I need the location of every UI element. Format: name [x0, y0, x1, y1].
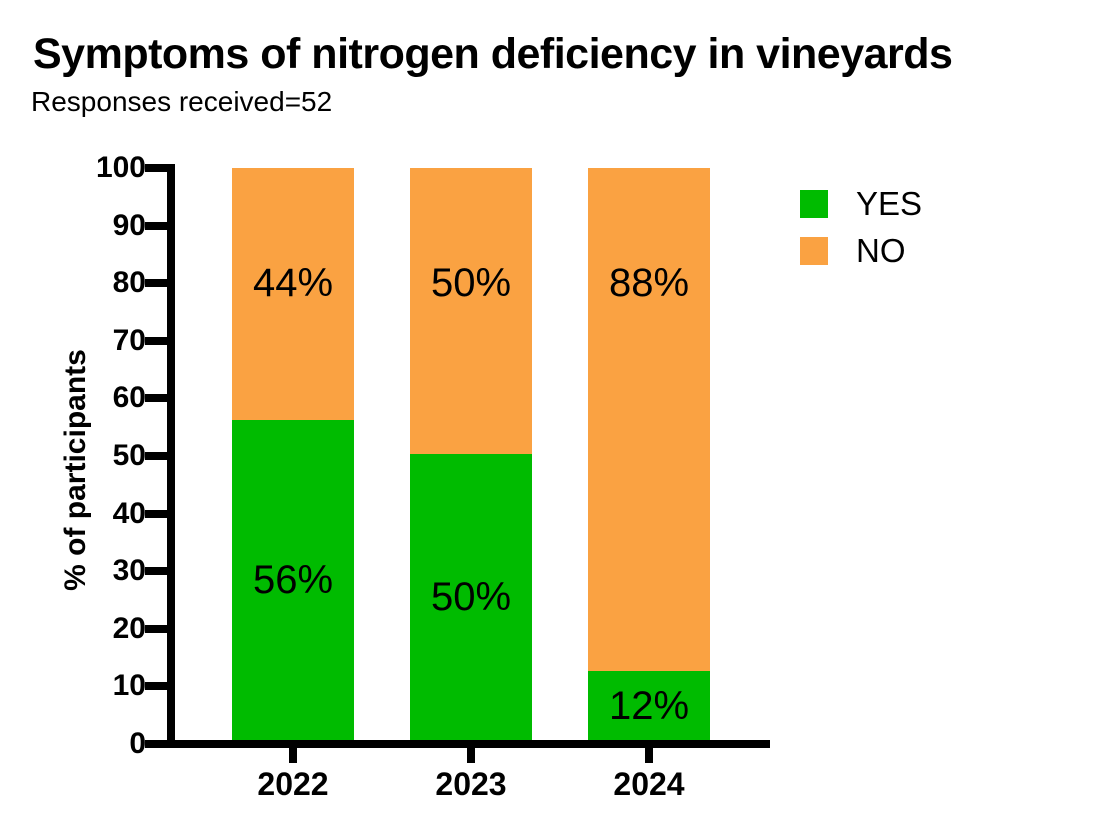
chart-title: Symptoms of nitrogen deficiency in viney…: [33, 30, 953, 78]
bar-label-no: 88%: [608, 261, 690, 305]
y-tick-label: 20: [112, 611, 146, 645]
y-tick: [145, 509, 175, 518]
y-tick-label: 30: [112, 554, 146, 588]
x-tick-label: 2022: [257, 766, 329, 802]
y-tick: [145, 682, 175, 691]
x-tick-label: 2024: [613, 766, 685, 802]
y-tick: [145, 279, 175, 288]
x-tick: [645, 748, 653, 763]
bar-label-yes: 50%: [430, 575, 512, 619]
y-tick-label: 100: [95, 151, 146, 184]
bar-segment-no: [588, 168, 710, 672]
y-tick: [145, 452, 175, 460]
legend-swatch-yes: [800, 190, 828, 218]
y-tick-label: 10: [112, 669, 146, 703]
y-tick-label: 50: [112, 439, 146, 472]
bar-label-yes: 12%: [608, 683, 690, 728]
y-tick: [145, 624, 175, 633]
y-tick: [145, 164, 175, 172]
x-tick-label: 2023: [435, 766, 507, 802]
bar-segment-yes: [588, 671, 710, 740]
y-tick-label: 60: [112, 381, 146, 415]
y-tick: [145, 394, 175, 403]
chart-subtitle: Responses received=52: [31, 86, 333, 117]
legend-swatch-no: [800, 237, 828, 265]
bar-segment-no: [232, 168, 354, 420]
y-tick: [145, 740, 175, 748]
x-tick: [289, 748, 297, 763]
x-axis-line: [167, 740, 770, 748]
bar-label-no: 44%: [252, 261, 334, 305]
bar-segment-no: [410, 168, 532, 454]
bar-label-no: 50%: [430, 261, 512, 305]
bar-segment-yes: [410, 454, 532, 740]
bar-segment-yes: [232, 419, 354, 740]
y-tick: [145, 567, 175, 576]
y-tick-label: 40: [112, 496, 146, 530]
legend-label-no: NO: [856, 232, 906, 269]
y-tick-label: 70: [112, 323, 146, 357]
y-tick-label: 80: [112, 266, 146, 300]
y-tick: [145, 336, 175, 345]
y-tick: [145, 221, 175, 230]
legend-label-yes: YES: [856, 185, 923, 222]
x-tick: [467, 748, 475, 763]
bar-label-yes: 56%: [252, 557, 334, 602]
y-tick-label: 90: [112, 208, 146, 242]
y-tick-label: 0: [129, 727, 146, 760]
